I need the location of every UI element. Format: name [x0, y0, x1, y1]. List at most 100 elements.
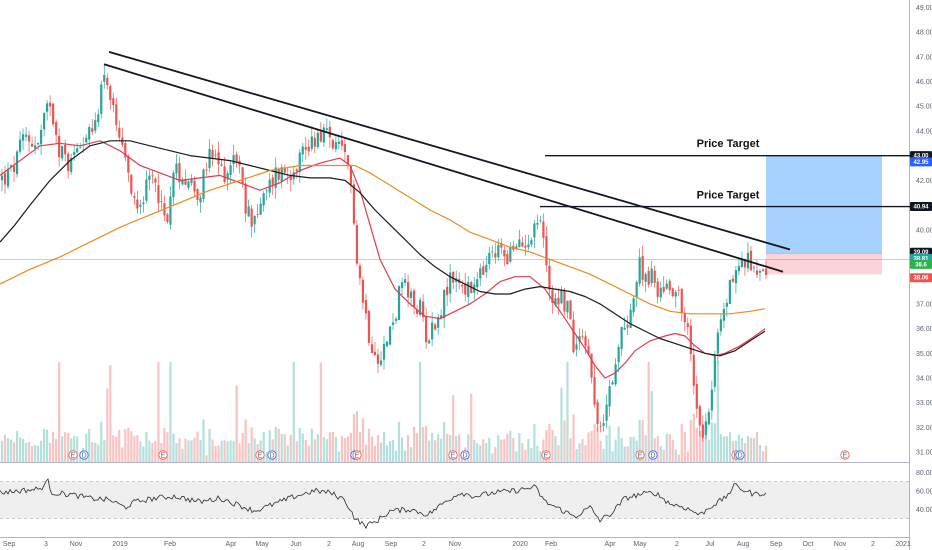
candle-body	[500, 243, 503, 248]
candle-body	[97, 114, 100, 123]
time-axis-label: 3	[44, 541, 48, 548]
event-marker-letter: E	[258, 452, 263, 459]
candle-body	[379, 360, 383, 365]
candle-body	[256, 214, 259, 215]
volume-bar	[229, 440, 232, 462]
candle-body	[277, 169, 280, 180]
time-axis-label: 2	[675, 541, 679, 548]
volume-bar	[24, 443, 28, 462]
volume-bar	[593, 424, 596, 462]
volume-bar	[587, 432, 590, 462]
price-tag-label: 39.09	[913, 250, 929, 256]
candle-body	[214, 154, 217, 156]
candle-body	[169, 196, 172, 225]
candle-body	[247, 206, 250, 217]
candle-body	[575, 344, 578, 350]
candle-body	[343, 144, 346, 153]
volume-bar	[653, 438, 656, 462]
rsi-line	[0, 478, 767, 530]
candle-body	[349, 165, 353, 185]
volume-bar	[476, 443, 479, 462]
time-axis-label: Feb	[545, 541, 557, 548]
candle-body	[758, 270, 762, 273]
price-tag-label: 38.6	[915, 262, 927, 268]
volume-bar	[452, 395, 455, 462]
candle-body	[12, 166, 16, 173]
volume-bar	[88, 428, 91, 462]
event-marker-letter: D	[81, 452, 86, 459]
candle-body	[698, 406, 701, 426]
profit-zone[interactable]	[766, 155, 882, 254]
candle-body	[548, 265, 551, 290]
position-tool[interactable]	[766, 155, 882, 275]
volume-bar	[725, 436, 728, 462]
candle-body	[629, 309, 632, 328]
event-marker-letter: E	[355, 452, 360, 459]
candle-body	[18, 139, 22, 152]
candle-body	[49, 102, 52, 107]
volume-bar	[208, 428, 211, 462]
candle-body	[650, 268, 653, 284]
candle-body	[220, 164, 223, 166]
candle-body	[334, 142, 337, 150]
volume-bar	[61, 436, 64, 462]
volume-bar	[494, 447, 497, 462]
candle-body	[160, 201, 163, 203]
volume-bar	[722, 436, 725, 462]
volume-bar	[373, 445, 377, 462]
candle-body	[43, 112, 46, 130]
volume-bar	[184, 438, 187, 462]
candle-body	[653, 270, 656, 283]
candle-body	[734, 270, 738, 284]
event-marker-letter: D	[462, 452, 467, 459]
candle-body	[692, 354, 695, 386]
volume-bar	[704, 427, 707, 462]
candle-body	[217, 152, 220, 165]
volume-bar	[683, 431, 686, 462]
price-axis-tick: 31.00	[916, 450, 932, 457]
volume-bar	[382, 431, 386, 462]
volume-bar	[406, 435, 410, 462]
candle-body	[488, 252, 491, 265]
trendline[interactable]	[103, 63, 784, 273]
volume-bar	[503, 439, 506, 462]
volume-bar	[70, 438, 73, 462]
volume-bar	[620, 437, 623, 462]
volume-bar	[515, 451, 518, 462]
event-marker-letter: E	[71, 452, 76, 459]
time-axis-label: 2	[871, 541, 875, 548]
drawing-tools[interactable]: Price Target Price Target	[0, 51, 910, 273]
volume-bar	[557, 445, 560, 462]
volume-bar	[575, 448, 578, 462]
candle-body	[599, 425, 602, 427]
volume-bar	[262, 432, 265, 462]
volume-bar	[283, 434, 286, 462]
candle-body	[418, 299, 422, 315]
volume-bar	[316, 434, 319, 462]
volume-bar	[728, 432, 732, 462]
candle-body	[542, 221, 545, 238]
candle-body	[301, 146, 304, 155]
earnings-marker-icon	[158, 450, 168, 460]
trendline[interactable]	[108, 51, 791, 251]
candle-body	[434, 324, 437, 330]
price-axis-tick: 49.00	[916, 5, 932, 12]
volume-bar	[268, 430, 271, 462]
volume-bar	[758, 444, 762, 462]
volume-bar	[443, 421, 446, 462]
candle-body	[446, 286, 449, 296]
volume-bar	[713, 423, 716, 462]
time-axis-label: Aug	[737, 541, 750, 548]
stop-zone[interactable]	[766, 253, 882, 275]
candle-body	[623, 327, 626, 330]
volume-bar	[181, 448, 184, 462]
candle-body	[497, 244, 500, 258]
volume-bar	[554, 436, 557, 462]
volume-bar	[569, 438, 572, 462]
candle-body	[106, 77, 109, 86]
time-axis[interactable]: Sep 3 Nov 2019 Feb Apr May Jun 2 Aug Sep 2 Nov 2020 Fe…	[3, 541, 911, 548]
candle-body	[142, 202, 145, 205]
volume-bar	[659, 445, 662, 462]
volume-bar	[136, 435, 139, 462]
